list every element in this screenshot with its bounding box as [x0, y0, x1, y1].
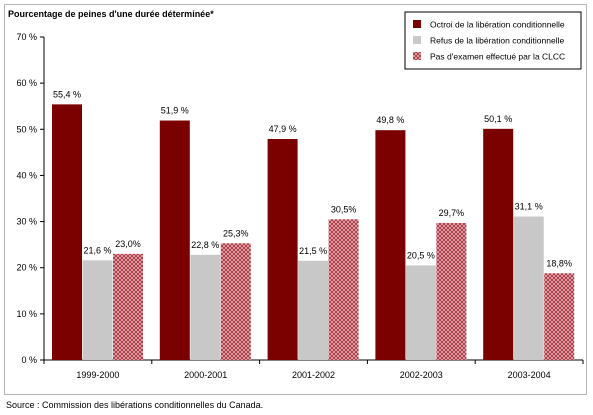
bar: [513, 216, 544, 360]
y-tick-label: 50 %: [16, 124, 37, 134]
y-tick-label: 40 %: [16, 170, 37, 180]
x-tick-label: 1999-2000: [76, 370, 119, 380]
data-label: 55,4 %: [53, 89, 81, 99]
legend-label: Octroi de la libération conditionnelle: [430, 20, 565, 30]
bar: [159, 120, 190, 360]
bar: [267, 138, 298, 360]
y-tick-label: 0 %: [21, 355, 37, 365]
data-label: 25,3%: [223, 228, 249, 238]
y-axis-title: Pourcentage de peines d'une durée déterm…: [8, 9, 214, 19]
data-label: 22,8 %: [191, 240, 219, 250]
data-label: 30,5%: [331, 204, 357, 214]
bars: [52, 104, 575, 361]
data-label: 18,8%: [546, 258, 572, 268]
x-tick-label: 2003-2004: [508, 370, 551, 380]
bar: [483, 128, 514, 360]
legend-swatch: [413, 52, 421, 60]
data-label: 23,0%: [115, 239, 141, 249]
bar: [298, 260, 329, 360]
y-tick-label: 10 %: [16, 309, 37, 319]
data-label: 20,5 %: [407, 250, 435, 260]
data-label: 51,9 %: [161, 106, 189, 116]
bar: [544, 273, 575, 360]
y-tick-label: 60 %: [16, 78, 37, 88]
legend-label: Refus de la libération conditionnelle: [430, 36, 564, 46]
data-labels: 55,4 % 51,9 % 47,9 % 49,8 % 50,1 % 21,6 % 22,8…: [53, 89, 572, 268]
y-tick-label: 70 %: [16, 32, 37, 42]
data-label: 50,1 %: [484, 114, 512, 124]
x-tick-label: 2000-2001: [184, 370, 227, 380]
data-label: 21,6 %: [83, 245, 111, 255]
bar: [405, 265, 436, 360]
data-label: 47,9 %: [269, 124, 297, 134]
bar: [328, 219, 359, 360]
data-label: 21,5 %: [299, 246, 327, 256]
legend-box: [404, 11, 582, 70]
bar: [190, 254, 221, 360]
bar: [436, 222, 467, 360]
x-tick-label: 2001-2002: [292, 370, 335, 380]
bar: [52, 104, 82, 361]
x-tick-label: 2002-2003: [400, 370, 443, 380]
data-label: 49,8 %: [376, 115, 404, 125]
y-tick-label: 20 %: [16, 263, 37, 273]
source-note: Source : Commission des libérations cond…: [6, 400, 264, 410]
bar: [220, 243, 251, 360]
data-label: 31,1 %: [515, 201, 543, 211]
bar: [113, 253, 143, 360]
legend-swatch: [413, 20, 421, 28]
axes: 0 % 10 % 20 % 30 % 40 % 50 % 60 % 70 % 1999-2000…: [16, 32, 584, 380]
y-tick-label: 30 %: [16, 217, 37, 227]
data-label: 29,7%: [439, 208, 465, 218]
chart-frame: [4, 4, 587, 395]
legend-label: Pas d'examen effectué par la CLCC: [430, 52, 565, 62]
bar: [375, 130, 406, 360]
legend: Octroi de la libération conditionnelle Re…: [404, 11, 582, 70]
bar: [82, 260, 113, 360]
legend-swatch: [413, 36, 421, 44]
